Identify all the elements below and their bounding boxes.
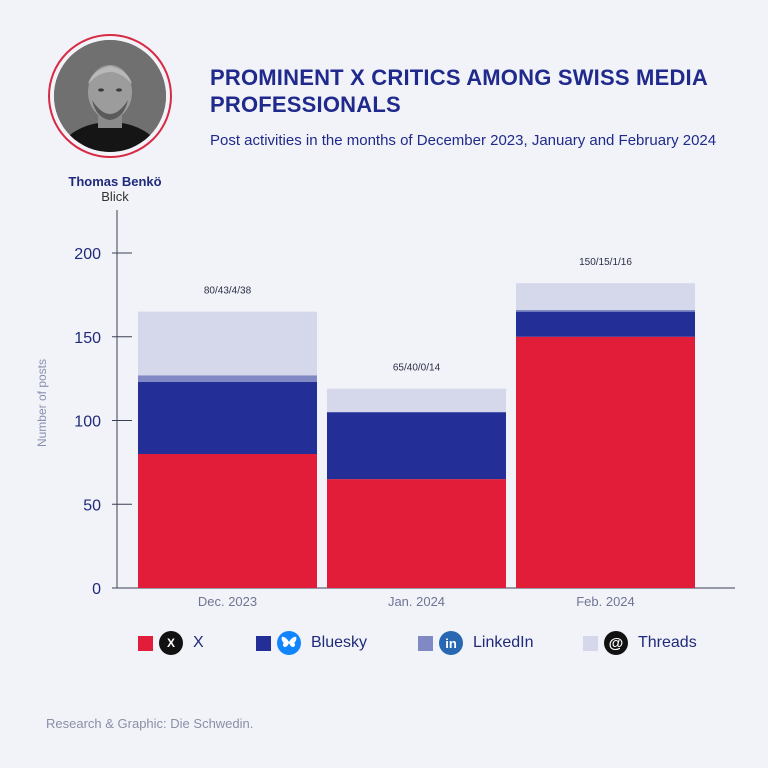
bar-segment-linkedin (138, 375, 317, 382)
legend-label-bluesky: Bluesky (311, 634, 368, 651)
linkedin-logo-icon: in (439, 631, 463, 655)
legend-swatch-threads (583, 635, 598, 651)
legend-swatch-linkedin (418, 635, 433, 651)
legend-label-x: X (193, 634, 204, 651)
chart-title: PROMINENT X CRITICS AMONG SWISS MEDIA PR… (210, 65, 708, 117)
bar-annotation: 80/43/4/38 (204, 286, 252, 297)
legend-item-x: X X (138, 630, 204, 656)
legend-item-threads: @ Threads (583, 630, 697, 656)
x-logo-icon: X (159, 631, 183, 655)
y-axis-label: Number of posts (35, 359, 49, 447)
bar-segment-bluesky (138, 381, 317, 454)
y-tick-label: 0 (92, 581, 101, 598)
chart-subtitle: Post activities in the months of Decembe… (210, 132, 717, 149)
author-photo-frame (48, 34, 172, 158)
bar-segment-x (138, 454, 317, 588)
bar-segment-threads (327, 388, 506, 413)
bar-segment-x (327, 479, 506, 588)
author-name: Thomas Benkö (68, 174, 162, 189)
legend-label-threads: Threads (638, 634, 697, 651)
legend: X X Bluesky in LinkedIn @ Threads (138, 630, 738, 656)
bar-segment-x (516, 336, 695, 588)
bar-segment-threads (138, 311, 317, 376)
x-tick-label: Dec. 2023 (198, 594, 257, 609)
x-tick-label: Feb. 2024 (576, 594, 635, 609)
threads-logo-icon: @ (604, 631, 628, 655)
y-tick-label: 100 (74, 414, 101, 431)
bluesky-butterfly-icon (277, 631, 301, 655)
legend-label-linkedin: LinkedIn (473, 634, 534, 651)
author-outlet: Blick (101, 189, 129, 204)
x-tick-label: Jan. 2024 (388, 594, 445, 609)
legend-swatch-x (138, 635, 153, 651)
y-tick-label: 200 (74, 246, 101, 263)
credit-footer: Research & Graphic: Die Schwedin. (46, 716, 254, 731)
bar-segment-bluesky (516, 311, 695, 337)
bar-segment-linkedin (516, 309, 695, 312)
y-tick-label: 50 (83, 497, 101, 514)
bar-annotation: 65/40/0/14 (393, 363, 441, 374)
legend-item-linkedin: in LinkedIn (418, 630, 534, 656)
bar-annotation: 150/15/1/16 (579, 257, 632, 268)
y-tick-label: 150 (74, 330, 101, 347)
legend-item-bluesky: Bluesky (256, 630, 367, 656)
bar-segment-bluesky (327, 412, 506, 480)
author-photo (54, 40, 166, 152)
legend-swatch-bluesky (256, 635, 271, 651)
bar-segment-threads (516, 283, 695, 310)
